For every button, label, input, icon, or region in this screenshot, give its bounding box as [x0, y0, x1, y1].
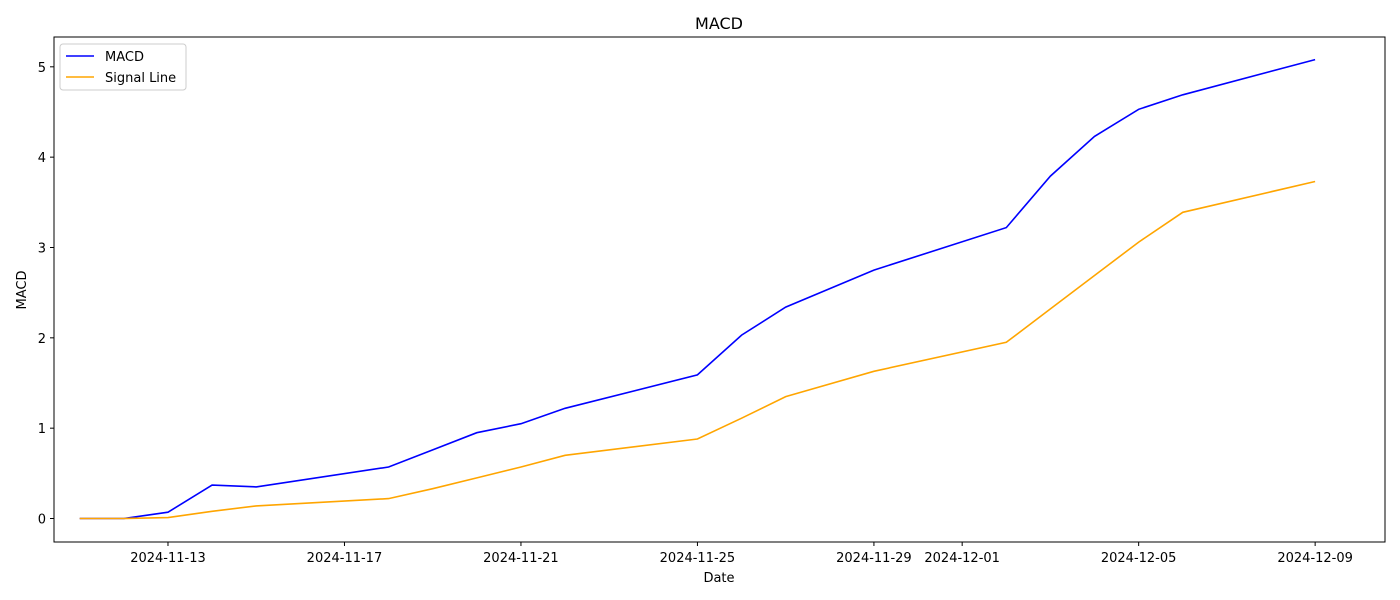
x-tick-label: 2024-12-01: [924, 551, 1000, 566]
y-tick-label: 1: [38, 422, 46, 437]
x-tick-label: 2024-11-13: [130, 551, 206, 566]
x-tick-label: 2024-12-09: [1277, 551, 1353, 566]
x-axis-label: Date: [703, 571, 734, 586]
legend-label-macd: MACD: [105, 50, 144, 65]
plot-frame: [53, 36, 1386, 543]
legend-label-signal-line: Signal Line: [105, 71, 176, 86]
series-line-signal-line: [79, 180, 1316, 520]
y-tick-label: 5: [38, 61, 46, 76]
y-axis-label: MACD: [15, 271, 30, 310]
y-tick-label: 0: [38, 513, 46, 528]
x-tick-label: 2024-11-21: [483, 551, 559, 566]
x-tick-label: 2024-11-17: [307, 551, 383, 566]
y-tick-label: 4: [38, 151, 46, 166]
x-tick-label: 2024-11-25: [660, 551, 736, 566]
y-tick-label: 3: [38, 241, 46, 256]
series-line-macd: [79, 58, 1316, 520]
y-tick-label: 2: [38, 332, 46, 347]
legend: MACD Signal Line: [59, 43, 187, 91]
x-tick-label: 2024-11-29: [836, 551, 912, 566]
chart-title: MACD: [695, 14, 743, 33]
x-tick-label: 2024-12-05: [1101, 551, 1177, 566]
